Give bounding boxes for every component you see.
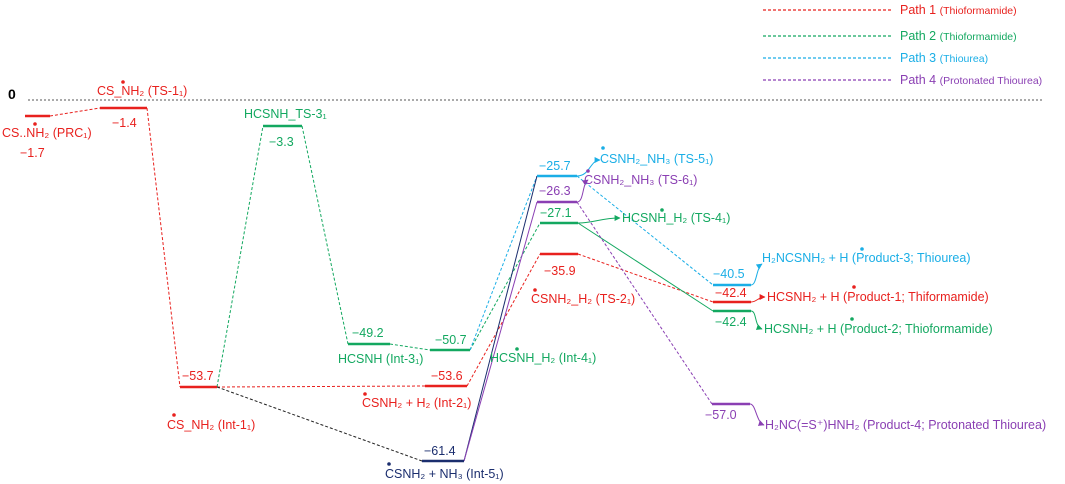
- label-prod3: H₂NCSNH₂ + H (Product-3; Thiourea): [762, 251, 971, 265]
- legend-item-path-4: Path 4 (Protonated Thiourea): [900, 73, 1042, 87]
- label-prod1: HCSNH₂ + H (Product-1; Thiformamide): [767, 290, 989, 304]
- value-prc: −1.7: [20, 146, 45, 160]
- connector-ts1-int1: [146, 107, 181, 388]
- label-ts6: CSNH₂_NH₃ (TS-6₁): [584, 173, 697, 187]
- radical-dot-ts4: [660, 208, 664, 212]
- radical-dot-ts6: [586, 169, 590, 173]
- radical-dot-prod1: [852, 285, 856, 289]
- value-int3: −49.2: [352, 326, 384, 340]
- radical-dot-ts5: [601, 146, 605, 150]
- value-int5: −61.4: [424, 444, 456, 458]
- value-int4: −50.7: [435, 333, 467, 347]
- value-prod4: −57.0: [705, 408, 737, 422]
- value-prod3: −40.5: [713, 267, 745, 281]
- connector-int1-int2: [216, 385, 426, 388]
- connector-ts5-prod3: [576, 175, 714, 286]
- label-prod4: H₂NC(=S⁺)HNH₂ (Product-4; Protonated Thi…: [765, 418, 1046, 432]
- label-prod2: HCSNH₂ + H (Product-2; Thioformamide): [764, 322, 993, 336]
- arrow-ts5: [576, 157, 601, 177]
- arrow-prod1: [750, 294, 766, 303]
- connector-int5-ts6: [463, 201, 538, 462]
- radical-dots: [33, 80, 864, 466]
- connector-int1-int5: [216, 386, 423, 462]
- label-int4: HCSNH_H₂ (Int-4₁): [490, 351, 596, 365]
- radical-dot-int2: [363, 392, 367, 396]
- label-int3: HCSNH (Int-3₁): [338, 352, 423, 366]
- value-prod2: −42.4: [715, 315, 747, 329]
- label-ts5: CSNH₂_NH₃ (TS-5₁): [600, 152, 713, 166]
- label-int5: CSNH₂ + NH₃ (Int-5₁): [385, 467, 504, 481]
- label-int2: CSNH₂ + H₂ (Int-2₁): [362, 396, 471, 410]
- radical-dot-int4: [515, 347, 519, 351]
- value-ts6: −26.3: [539, 184, 571, 198]
- legend-item-path-3: Path 3 (Thiourea): [900, 51, 988, 65]
- connector-int1-ts3: [216, 125, 264, 388]
- label-ts1: CS_NH₂ (TS-1₁): [97, 84, 187, 98]
- connector-ts2-prod1: [577, 253, 714, 303]
- radical-dot-ts2: [533, 288, 537, 292]
- arrow-prod3: [750, 263, 763, 286]
- legend-item-path-2: Path 2 (Thioformamide): [900, 29, 1017, 43]
- value-ts1: −1.4: [112, 116, 137, 130]
- label-prc: CS..NH₂ (PRC₁): [2, 126, 92, 140]
- label-ts2: CSNH₂_H₂ (TS-2₁): [531, 292, 635, 306]
- radical-dot-ts1: [121, 80, 125, 84]
- value-ts4: −27.1: [540, 206, 572, 220]
- radical-dot-prc: [33, 122, 37, 126]
- connector-int4-ts5: [469, 175, 538, 351]
- label-ts3: HCSNH_TS-3₁: [244, 107, 327, 121]
- label-ts4: HCSNH_H₂ (TS-4₁): [622, 211, 730, 225]
- radical-dot-prod3: [860, 247, 864, 251]
- arrow-ts4: [577, 215, 621, 224]
- legend: Path 1 (Thioformamide) Path 2 (Thioforma…: [763, 3, 1042, 87]
- arrow-prod2: [750, 310, 763, 330]
- arrow-ts6: [576, 179, 589, 203]
- value-int1: −53.7: [182, 369, 214, 383]
- radical-dot-int5: [387, 462, 391, 466]
- value-prod1: −42.4: [715, 286, 747, 300]
- value-ts3: −3.3: [269, 135, 294, 149]
- arrow-prod4: [749, 403, 765, 426]
- radical-dot-prod2: [850, 317, 854, 321]
- value-ts2: −35.9: [544, 264, 576, 278]
- legend-item-path-1: Path 1 (Thioformamide): [900, 3, 1017, 17]
- connector-int3-int4: [389, 343, 431, 351]
- connector-ts6-prod4: [576, 201, 713, 405]
- radical-dot-int1: [172, 413, 176, 417]
- connector-int5-ts5: [463, 175, 538, 462]
- zero-label: 0: [8, 86, 16, 102]
- connector-ts3-int3: [301, 125, 349, 345]
- value-ts5: −25.7: [539, 159, 571, 173]
- label-int1: CS_NH₂ (Int-1₁): [167, 418, 255, 432]
- connector-prc-ts1: [49, 107, 101, 117]
- value-int2: −53.6: [431, 369, 463, 383]
- connector-int4-ts4: [469, 222, 541, 351]
